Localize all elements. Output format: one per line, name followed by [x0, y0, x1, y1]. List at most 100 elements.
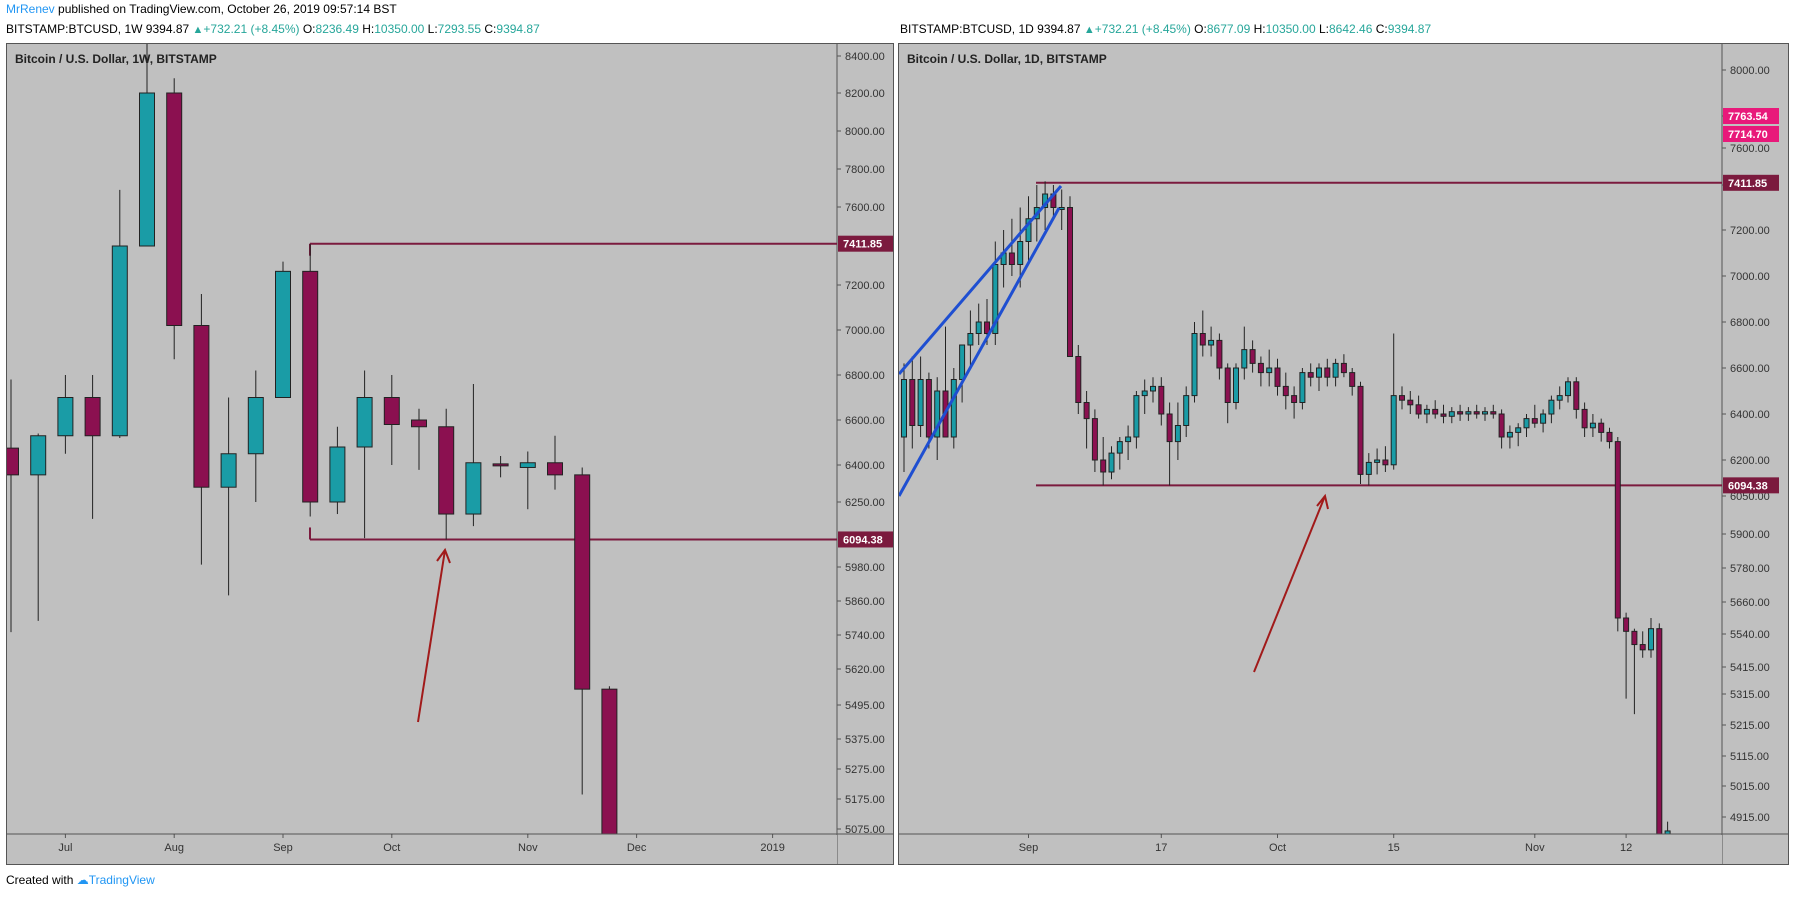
price-tick-label: 7000.00 — [845, 325, 885, 337]
candle-body — [1473, 411, 1480, 415]
candle-body — [1108, 452, 1115, 473]
candle-body — [1324, 367, 1331, 378]
candle-body — [1631, 630, 1638, 646]
candle-body — [438, 426, 455, 515]
candle-body — [1598, 422, 1605, 433]
trendline-lower — [899, 207, 1061, 497]
candle-body — [465, 462, 482, 515]
price-tag-label: 7714.70 — [1728, 129, 1768, 141]
candle-body — [302, 270, 319, 503]
publish-header: MrRenev published on TradingView.com, Oc… — [6, 0, 397, 18]
candle-body — [1233, 367, 1239, 403]
price-tick-label: 7200.00 — [1730, 225, 1770, 237]
candle-body — [1183, 395, 1190, 427]
candle-body — [1008, 252, 1015, 265]
candle-body — [139, 92, 155, 247]
candle-body — [1349, 372, 1356, 387]
weekly-chart-svg[interactable]: 8400.00 8200.00 8000.00 7800.00 7600.00 7200.… — [7, 44, 893, 864]
candle-body — [1083, 402, 1090, 420]
level-price-label: 7411.85 — [1728, 178, 1767, 190]
time-tick-label: Aug — [164, 842, 184, 854]
candle-body — [519, 462, 536, 468]
tradingview-link[interactable]: TradingView — [88, 873, 155, 887]
time-tick-label: Sep — [1019, 842, 1039, 854]
candle-body — [1531, 418, 1538, 424]
tradingview-logo-icon: ☁ — [76, 873, 89, 887]
left-open: 8236.49 — [315, 22, 359, 36]
candle-body — [356, 397, 373, 448]
right-change: +732.21 (+8.45%) — [1094, 22, 1191, 36]
left-low: 7293.55 — [437, 22, 482, 36]
time-tick-label: Oct — [383, 842, 400, 854]
candle-body — [1208, 339, 1215, 346]
level-price-badge — [1723, 477, 1779, 494]
candle-body — [1623, 617, 1630, 632]
price-tick-label: 8400.00 — [845, 51, 885, 63]
candle-body — [1506, 431, 1513, 438]
candles-group — [901, 181, 1722, 835]
right-low: 8642.46 — [1329, 22, 1373, 36]
price-tick-label: 5980.00 — [845, 562, 885, 574]
left-last-price: 9394.87 — [145, 22, 190, 36]
candle-body — [1332, 362, 1339, 378]
candle-body — [601, 688, 618, 835]
price-scale-area — [837, 44, 893, 864]
time-tick-label: Sep — [273, 842, 293, 854]
left-change: +732.21 (+8.45%) — [203, 22, 300, 36]
candle-body — [1573, 381, 1580, 410]
right-last-price: 9394.87 — [1037, 22, 1081, 36]
candle-body — [57, 397, 74, 437]
candle-body — [925, 379, 932, 438]
left-high: 10350.00 — [374, 22, 425, 36]
candle-body — [1448, 411, 1455, 417]
candle-body — [111, 245, 128, 437]
candle-body — [1407, 399, 1414, 406]
candle-body — [1291, 395, 1298, 404]
weekly-chart-panel[interactable]: 8400.00 8200.00 8000.00 7800.00 7600.00 7200.… — [6, 43, 894, 865]
weekly-chart-title: Bitcoin / U.S. Dollar, 1W, BITSTAMP — [15, 52, 217, 66]
price-tick-label: 5275.00 — [845, 764, 885, 776]
candle-body — [1357, 385, 1364, 475]
author-link[interactable]: MrRenev — [6, 2, 55, 16]
annotation-arrow — [1253, 495, 1326, 673]
time-axis-area — [899, 835, 1722, 864]
candle-body — [1581, 408, 1588, 429]
candle-body — [1390, 395, 1397, 466]
time-tick-label: Nov — [1525, 842, 1545, 854]
candle-body — [1365, 461, 1372, 475]
candle-body — [1116, 441, 1123, 454]
candle-body — [917, 379, 924, 426]
candle-body — [1498, 413, 1505, 438]
right-symbol: BITSTAMP:BTCUSD, 1D — [900, 22, 1034, 36]
price-tick-label: 5075.00 — [845, 824, 885, 836]
trendline-upper — [899, 185, 1063, 375]
candle-body — [329, 446, 346, 503]
arrow-head-icon — [1316, 493, 1329, 510]
level-price-badge — [838, 235, 893, 252]
candle-body — [1457, 411, 1464, 415]
candle-body — [1266, 367, 1273, 374]
price-tick-label: 4915.00 — [1730, 812, 1770, 824]
price-tick-label: 7800.00 — [845, 164, 885, 176]
candle-body — [1158, 385, 1165, 415]
daily-chart-panel[interactable]: 8000.007800.007600.007400.007200.007000.… — [898, 43, 1789, 865]
candle-body — [1548, 399, 1555, 415]
candle-body — [166, 92, 183, 326]
candles-group — [7, 44, 837, 835]
price-tick-label: 6800.00 — [1730, 317, 1770, 329]
candle-body — [1423, 408, 1430, 415]
candle-body — [1017, 241, 1024, 265]
candle-body — [1316, 367, 1322, 378]
candle-body — [1556, 395, 1563, 401]
candle-body — [1307, 372, 1314, 378]
created-with-text: Created with — [6, 873, 74, 887]
price-tick-label: 6400.00 — [845, 460, 885, 472]
time-tick-label: Dec — [627, 842, 647, 854]
candle-body — [1025, 218, 1032, 242]
candle-body — [1606, 431, 1613, 443]
daily-chart-svg[interactable]: 8000.007800.007600.007400.007200.007000.… — [899, 44, 1788, 864]
candle-body — [547, 462, 563, 476]
candle-body — [1648, 628, 1654, 651]
time-tick-label: 17 — [1155, 842, 1167, 854]
price-tick-label: 7000.00 — [1730, 271, 1770, 283]
